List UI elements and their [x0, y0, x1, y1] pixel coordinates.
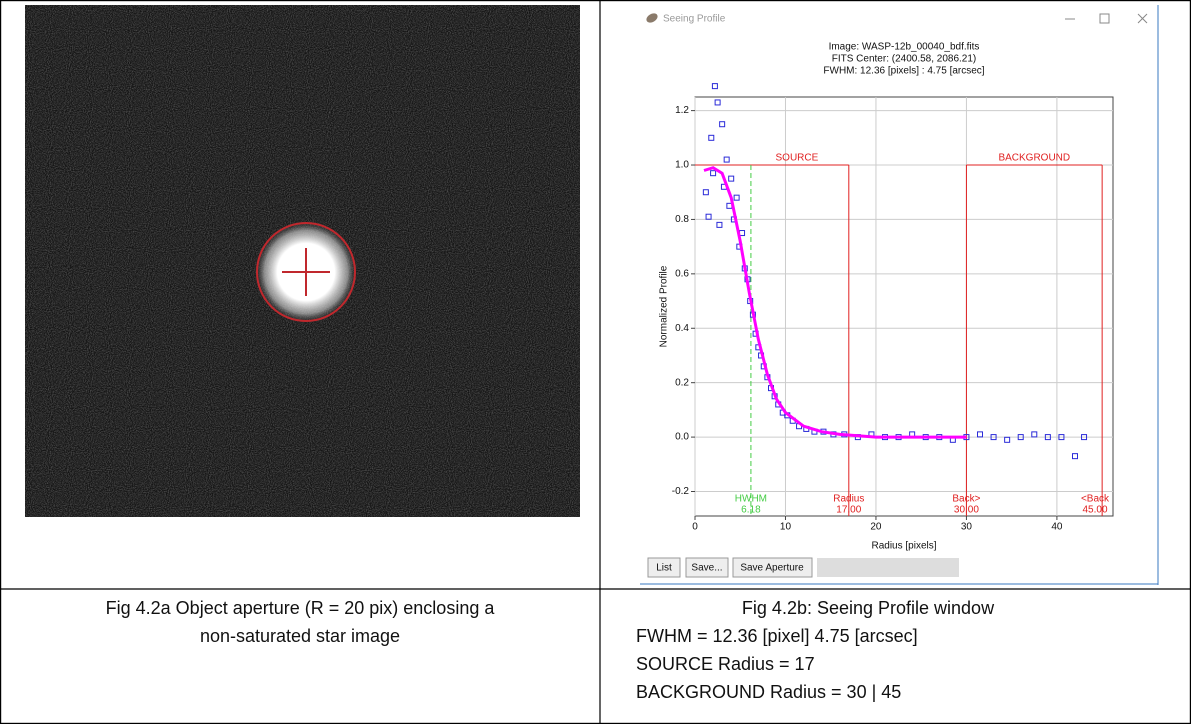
y-tick-label: 1.2: [675, 105, 689, 116]
data-point: [702, 189, 709, 196]
data-point: [728, 175, 735, 182]
data-point: [714, 99, 721, 106]
x-tick-label: 20: [870, 522, 882, 533]
data-point: [1004, 436, 1011, 443]
data-point: [1058, 434, 1065, 441]
y-tick-label: -0.2: [672, 486, 690, 497]
data-point: [710, 170, 717, 177]
chart-title: FWHM: 12.36 [pixels] : 4.75 [arcsec]: [823, 66, 984, 77]
data-point: [708, 134, 715, 141]
y-axis-label: Normalized Profile: [659, 265, 670, 347]
x-tick-label: 10: [780, 522, 792, 533]
y-tick-label: 0.6: [675, 268, 689, 279]
caption: SOURCE Radius = 17: [636, 654, 815, 674]
marker-label: Radius: [833, 494, 864, 505]
data-point: [990, 434, 997, 441]
x-tick-label: 30: [961, 522, 973, 533]
button-bg[interactable]: [732, 557, 813, 578]
chart-title: Image: WASP-12b_00040_bdf.fits: [829, 42, 980, 53]
plot-area: [694, 96, 1114, 517]
data-point: [723, 156, 730, 163]
marker-label: HWHM: [735, 494, 767, 505]
data-point: [1072, 453, 1078, 460]
marker-value: 45.00: [1082, 505, 1107, 516]
buttons: List Save... Save Aperture: [647, 557, 959, 578]
data-point: [1044, 434, 1051, 441]
chart-title: FITS Center: (2400.58, 2086.21): [832, 54, 977, 65]
data-point: [977, 431, 983, 438]
data-point: [711, 83, 718, 90]
x-tick-label: 0: [692, 522, 698, 533]
data-point: [1017, 434, 1024, 441]
star-image: [25, 5, 580, 517]
marker-value: 17.00: [836, 505, 861, 516]
caption: BACKGROUND Radius = 30 | 45: [636, 682, 901, 702]
button[interactable]: Save...: [691, 563, 722, 574]
data-point: [733, 194, 740, 201]
caption: Fig 4.2b: Seeing Profile window: [742, 598, 995, 618]
y-tick-label: 0.8: [675, 214, 689, 225]
y-tick-label: 1.0: [675, 160, 689, 171]
button[interactable]: List: [656, 563, 672, 574]
x-axis-label: Radius [pixels]: [871, 541, 936, 552]
data-point: [716, 221, 723, 228]
marker-label: Back>: [952, 494, 980, 505]
button-bg[interactable]: [647, 557, 681, 578]
button[interactable]: Save Aperture: [740, 563, 804, 574]
caption: Fig 4.2a Object aperture (R = 20 pix) en…: [106, 598, 496, 618]
x-tick-label: 40: [1051, 522, 1063, 533]
marker-label: <Back: [1081, 494, 1110, 505]
data-point: [719, 121, 726, 128]
data-point: [1081, 434, 1088, 441]
window-title: Seeing Profile: [663, 14, 726, 25]
y-tick-label: 0.0: [675, 432, 689, 443]
region-label: SOURCE: [776, 153, 819, 164]
caption: non-saturated star image: [200, 626, 400, 646]
button-bg[interactable]: [685, 557, 729, 578]
region-label: BACKGROUND: [998, 153, 1070, 164]
fit-curve: [703, 166, 967, 439]
y-tick-label: 0.2: [675, 377, 689, 388]
data-point: [1031, 431, 1038, 438]
marker-value: 30.00: [954, 505, 979, 516]
y-tick-label: 0.4: [675, 323, 689, 334]
data-point: [705, 213, 712, 220]
marker-value: 6.18: [741, 505, 761, 516]
caption: FWHM = 12.36 [pixel] 4.75 [arcsec]: [636, 626, 918, 646]
